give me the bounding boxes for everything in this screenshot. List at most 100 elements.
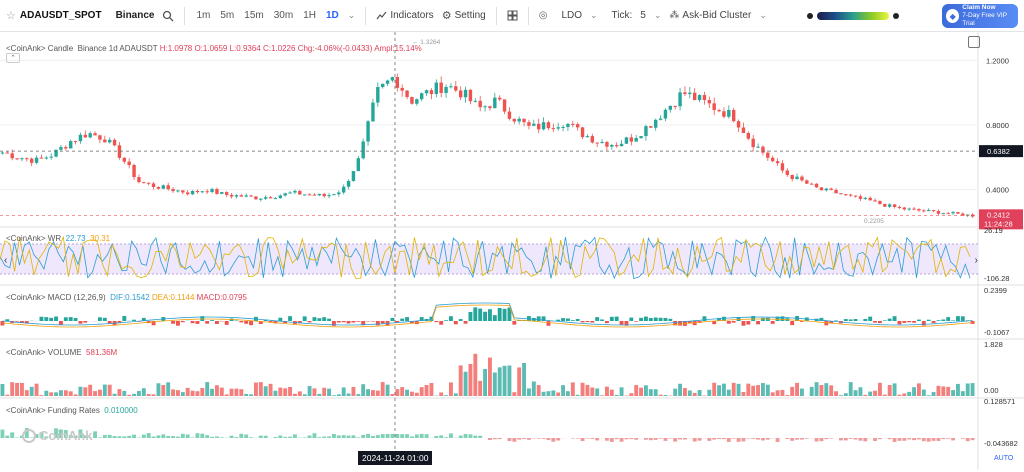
- funding-rate-bar: [941, 438, 945, 439]
- volume-bar: [269, 384, 273, 396]
- funding-rate-bar: [405, 434, 409, 438]
- macd-histogram-bar: [454, 321, 458, 324]
- layout-grid-icon[interactable]: [503, 10, 522, 21]
- macd-histogram-bar: [83, 321, 87, 323]
- candle-body: [508, 112, 511, 119]
- candle-body: [137, 177, 140, 182]
- volume-bar: [35, 384, 39, 396]
- macd-histogram-bar: [342, 321, 346, 322]
- heatmap-range-max-handle[interactable]: [893, 13, 899, 19]
- chevron-left-icon[interactable]: ‹: [4, 255, 7, 266]
- candle-body: [347, 181, 350, 187]
- chevron-down-icon[interactable]: ⌄: [344, 10, 360, 21]
- funding-rate-bar: [576, 438, 580, 439]
- funding-rate-bar: [644, 438, 648, 440]
- low-price-marker: 0.2205: [864, 218, 884, 225]
- macd-histogram-bar: [863, 319, 867, 321]
- candle-body: [630, 137, 633, 141]
- auto-scale-button[interactable]: AUTO: [994, 455, 1013, 462]
- funding-rate-bar: [863, 438, 867, 441]
- funding-rate-bar: [10, 432, 14, 438]
- volume-bar: [425, 385, 429, 396]
- eye-icon[interactable]: ◎: [535, 10, 552, 21]
- timeframe-1d[interactable]: 1D: [321, 10, 344, 21]
- divider: [184, 7, 185, 25]
- macd-histogram-bar: [512, 321, 516, 325]
- macd-histogram-bar: [400, 319, 404, 321]
- funding-rate-bar: [551, 438, 555, 442]
- macd-histogram-bar: [473, 307, 477, 321]
- crosshair-time-label: 2024-11-24 01:00: [358, 451, 432, 465]
- volume-bar: [576, 395, 580, 396]
- funding-rate-bar: [673, 438, 677, 442]
- chart-canvas[interactable]: 1.20000.80000.40000.63820.241211:24:28← …: [0, 32, 1024, 470]
- funding-rate-bar: [293, 434, 297, 438]
- candle-body: [142, 182, 145, 183]
- funding-rate-bar: [663, 438, 667, 441]
- heatmap-color-scale[interactable]: [817, 12, 889, 20]
- volume-bar: [639, 388, 643, 396]
- wr-band: [0, 244, 978, 274]
- timeframe-1h[interactable]: 1H: [298, 10, 321, 21]
- collapse-legend-button[interactable]: ⌃: [6, 53, 20, 63]
- candle-body: [283, 193, 286, 195]
- vip-trial-banner[interactable]: ◆ Claim Now 7-Day Free VIP Trial: [942, 4, 1018, 28]
- candle-body: [654, 120, 657, 128]
- volume-bar: [93, 391, 97, 396]
- setting-button[interactable]: ⚙ Setting: [438, 9, 490, 22]
- volume-bar: [488, 358, 492, 396]
- screenshot-icon[interactable]: [968, 36, 980, 48]
- cluster-button[interactable]: ⁂ Ask-Bid Cluster: [665, 10, 755, 21]
- funding-rate-bar: [478, 436, 482, 438]
- volume-bar: [941, 386, 945, 396]
- volume-bar: [785, 395, 789, 396]
- candle-body: [49, 157, 52, 158]
- volume-bar: [249, 394, 253, 396]
- candle-body: [556, 127, 559, 128]
- candle-body: [815, 184, 818, 188]
- volume-bar: [49, 392, 53, 396]
- funding-rate-bar: [649, 438, 653, 440]
- chevron-down-icon[interactable]: ⌄: [755, 10, 771, 21]
- macd-histogram-bar: [907, 321, 911, 322]
- candle-body: [498, 98, 501, 100]
- volume-bar: [649, 389, 653, 396]
- ldo-selector[interactable]: LDO: [557, 10, 586, 21]
- volume-bar: [439, 392, 443, 396]
- funding-rate-bar: [147, 433, 151, 438]
- volume-bar: [322, 388, 326, 396]
- favorite-star-icon[interactable]: ☆: [6, 9, 16, 22]
- tick-value[interactable]: 5: [636, 10, 650, 21]
- volume-bar: [356, 394, 360, 396]
- exchange-name[interactable]: Binance: [112, 10, 159, 21]
- candle-legend: <CoinAnk> Candle Binance 1d ADAUSDT H:1.…: [6, 44, 422, 53]
- timeframe-5m[interactable]: 5m: [215, 10, 239, 21]
- timeframe-30m[interactable]: 30m: [269, 10, 298, 21]
- candle-body: [942, 213, 945, 214]
- chevron-down-icon[interactable]: ⌄: [586, 10, 602, 21]
- volume-bar: [893, 383, 897, 396]
- timeframe-15m[interactable]: 15m: [239, 10, 268, 21]
- macd-histogram-bar: [659, 318, 663, 321]
- candle-body: [669, 106, 672, 110]
- volume-bar: [288, 387, 292, 396]
- macd-histogram-bar: [888, 319, 892, 321]
- timeframe-1m[interactable]: 1m: [191, 10, 215, 21]
- volume-bar: [605, 387, 609, 396]
- search-icon[interactable]: [158, 10, 178, 22]
- symbol-name[interactable]: ADAUSDT_SPOT: [16, 10, 106, 21]
- tick-label: Tick:: [608, 10, 637, 21]
- funding-rate-bar: [464, 434, 468, 438]
- heatmap-range-min-handle[interactable]: [807, 13, 813, 19]
- macd-histogram-bar: [327, 319, 331, 321]
- chevron-right-icon[interactable]: ›: [975, 255, 978, 266]
- candle-body: [766, 153, 769, 158]
- chevron-down-icon[interactable]: ⌄: [650, 10, 666, 21]
- candle-body: [732, 110, 735, 121]
- candle-legend-change: Chg:-4.06%(-0.0433): [298, 44, 373, 53]
- macd-histogram-bar: [225, 321, 229, 325]
- volume-value: 581.36M: [86, 348, 117, 357]
- candle-body: [74, 141, 77, 142]
- indicators-button[interactable]: Indicators: [372, 10, 437, 21]
